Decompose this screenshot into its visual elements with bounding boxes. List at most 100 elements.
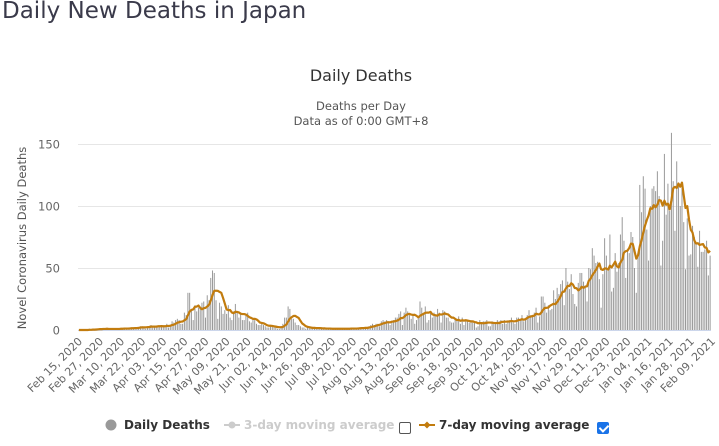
daily-deaths-bar xyxy=(704,249,706,330)
daily-deaths-bar xyxy=(206,295,208,330)
y-tick-label: 150 xyxy=(38,138,60,152)
chart-subtitle-line-1: Deaths per Day xyxy=(316,99,406,113)
daily-deaths-bar xyxy=(452,322,454,330)
daily-deaths-bar xyxy=(292,318,294,330)
daily-deaths-bar xyxy=(444,311,446,330)
daily-deaths-bar xyxy=(669,210,671,330)
daily-deaths-bar xyxy=(507,321,509,330)
daily-deaths-bar xyxy=(273,326,275,330)
daily-deaths-bar xyxy=(570,274,572,330)
daily-deaths-bar xyxy=(558,294,560,330)
daily-deaths-bar xyxy=(264,326,266,330)
page-title: Daily New Deaths in Japan xyxy=(2,0,307,24)
daily-deaths-bar xyxy=(270,325,272,330)
daily-deaths-bar xyxy=(401,325,403,330)
daily-deaths-bar xyxy=(317,328,319,330)
toggle-3day-average-checkbox[interactable] xyxy=(399,422,411,434)
daily-deaths-bar xyxy=(539,316,541,330)
daily-deaths-bar xyxy=(546,312,548,330)
daily-deaths-bar xyxy=(197,307,199,330)
daily-deaths-bar xyxy=(693,237,695,330)
daily-deaths-bar xyxy=(173,322,175,330)
daily-deaths-bar xyxy=(618,263,620,330)
daily-deaths-bar xyxy=(525,318,526,330)
daily-deaths-bar xyxy=(547,305,549,330)
daily-deaths-bar xyxy=(665,214,667,330)
daily-deaths-bar xyxy=(196,311,198,330)
daily-deaths-bar xyxy=(208,300,210,330)
legend-item-daily-deaths[interactable]: Daily Deaths xyxy=(104,418,210,432)
daily-deaths-bar xyxy=(625,277,627,330)
daily-deaths-bar xyxy=(373,325,375,330)
daily-deaths-bar xyxy=(692,225,694,330)
daily-deaths-bar xyxy=(192,320,194,330)
daily-deaths-bar xyxy=(648,260,650,330)
daily-deaths-bar xyxy=(667,183,669,330)
daily-deaths-bar xyxy=(159,326,161,330)
toggle-7day-average-checkbox[interactable] xyxy=(597,422,609,434)
daily-deaths-bar xyxy=(560,284,562,330)
daily-deaths-bar xyxy=(707,275,709,330)
daily-deaths-bar xyxy=(551,308,553,330)
daily-deaths-bar xyxy=(588,268,590,330)
daily-deaths-bar xyxy=(403,312,405,330)
daily-deaths-bar xyxy=(386,320,388,330)
daily-deaths-bar xyxy=(143,327,145,330)
daily-deaths-bar xyxy=(605,255,607,330)
daily-deaths-bar xyxy=(250,322,252,330)
daily-deaths-bar xyxy=(676,161,678,330)
daily-deaths-bar xyxy=(549,310,551,330)
daily-deaths-bar xyxy=(220,306,222,330)
daily-deaths-bar xyxy=(655,191,657,330)
daily-deaths-bar xyxy=(514,323,516,330)
daily-deaths-bar xyxy=(164,326,166,330)
daily-deaths-bar xyxy=(639,184,641,330)
daily-deaths-bar xyxy=(681,182,683,330)
daily-deaths-bar xyxy=(185,315,187,330)
daily-deaths-bar xyxy=(238,317,240,330)
daily-deaths-bar xyxy=(509,320,511,330)
legend-item-3day-average[interactable]: 3-day moving average xyxy=(224,418,394,432)
daily-deaths-bar xyxy=(695,244,697,330)
daily-deaths-bar xyxy=(157,326,159,330)
daily-deaths-bar xyxy=(658,196,660,330)
daily-deaths-bar xyxy=(442,310,444,330)
daily-deaths-bar xyxy=(414,323,416,330)
daily-deaths-bar xyxy=(614,253,616,330)
daily-deaths-bar xyxy=(301,327,303,330)
daily-deaths-bar xyxy=(451,322,453,330)
daily-deaths-bar xyxy=(428,320,430,330)
daily-deaths-bar xyxy=(523,321,525,330)
daily-deaths-bar xyxy=(162,326,164,330)
daily-deaths-bar xyxy=(194,305,196,330)
daily-deaths-bar xyxy=(375,323,377,330)
daily-deaths-bar xyxy=(254,320,256,330)
daily-deaths-bar xyxy=(607,270,609,330)
daily-deaths-bar xyxy=(644,188,646,330)
gridlines xyxy=(78,144,711,269)
daily-deaths-bar xyxy=(321,328,323,330)
daily-deaths-bar xyxy=(517,317,519,330)
daily-deaths-bar xyxy=(479,320,481,330)
daily-deaths-bar xyxy=(542,296,544,330)
daily-deaths-bar xyxy=(697,266,699,330)
daily-deaths-bar xyxy=(459,323,461,330)
legend-item-7day-average[interactable]: 7-day moving average xyxy=(419,418,589,432)
daily-deaths-bar xyxy=(400,311,402,330)
daily-deaths-bar xyxy=(222,313,224,330)
chart-subtitle-line-2: Data as of 0:00 GMT+8 xyxy=(294,114,429,128)
daily-deaths-bar xyxy=(663,153,665,330)
daily-deaths-bar xyxy=(236,311,238,330)
daily-deaths-bar xyxy=(384,321,386,330)
daily-deaths-bar xyxy=(502,323,504,330)
daily-deaths-bar xyxy=(257,325,259,330)
daily-deaths-bar xyxy=(591,248,593,330)
daily-deaths-bar xyxy=(642,176,644,330)
daily-deaths-bar xyxy=(380,321,382,330)
daily-deaths-bar xyxy=(632,237,634,330)
daily-deaths-bar xyxy=(486,320,488,330)
daily-deaths-bar xyxy=(145,328,147,330)
daily-deaths-bar xyxy=(628,253,630,330)
legend-label-7day-average: 7-day moving average xyxy=(439,418,590,432)
daily-deaths-bar xyxy=(219,302,221,330)
